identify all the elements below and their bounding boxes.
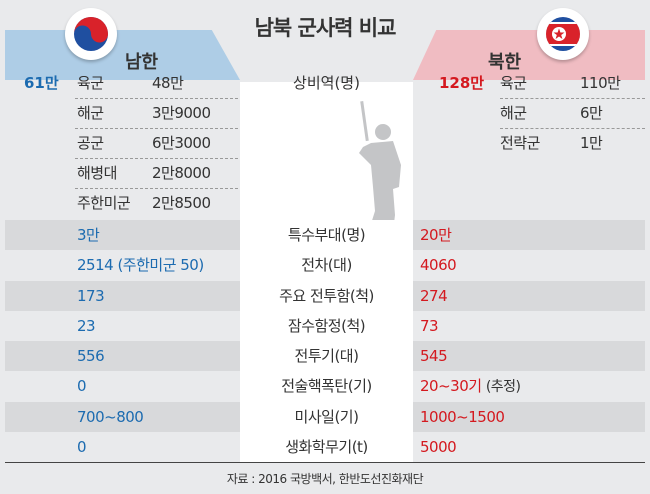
south-value: 0 xyxy=(77,437,87,456)
table-row: 0 생화학무기(t) 5000 xyxy=(5,431,645,462)
category-label: 전투기(대) xyxy=(294,347,359,365)
category-label: 주요 전투함(척) xyxy=(279,286,374,305)
north-value: 20만 xyxy=(420,220,452,250)
dashed-divider xyxy=(500,98,645,99)
north-total: 128만 xyxy=(439,74,485,92)
north-value-text: 20~30기 xyxy=(420,377,482,396)
category-label: 잠수함정(척) xyxy=(287,316,366,335)
table-row: 700~800 미사일(기) 1000~1500 xyxy=(5,401,645,432)
south-branch-value: 48만 xyxy=(152,74,184,92)
south-branch-name: 해병대 xyxy=(77,164,117,182)
dashed-divider xyxy=(500,128,645,129)
south-branch-value: 2만8000 xyxy=(152,164,211,182)
category-label: 전술핵폭탄(기) xyxy=(281,377,372,396)
south-value: 2514 (주한미군 50) xyxy=(77,256,204,275)
north-value: 20~30기 (추정) xyxy=(420,371,521,402)
dashed-divider xyxy=(75,188,238,189)
divider xyxy=(5,462,645,463)
center-cell xyxy=(240,310,413,341)
category-label: 생화학무기(t) xyxy=(285,437,368,456)
table-row: 3만 특수부대(명) 20만 xyxy=(5,220,645,251)
active-duty-label: 상비역(명) xyxy=(293,74,360,92)
north-branch-value: 6만 xyxy=(580,104,603,122)
north-value: 1000~1500 xyxy=(420,402,505,432)
category-label: 전차(대) xyxy=(301,256,352,275)
center-cell xyxy=(240,371,413,402)
north-value: 274 xyxy=(420,281,448,311)
south-label: 남한 xyxy=(125,52,159,73)
south-value: 173 xyxy=(77,286,105,305)
table-row: 173 주요 전투함(척) 274 xyxy=(5,280,645,311)
table-row: 2514 (주한미군 50) 전차(대) 4060 xyxy=(5,250,645,281)
north-value-note: (추정) xyxy=(485,379,521,396)
north-branch-name: 육군 xyxy=(500,74,527,92)
dashed-divider xyxy=(75,128,238,129)
south-branch-name: 육군 xyxy=(77,74,104,92)
north-branch-name: 해군 xyxy=(500,104,527,122)
south-korea-flag-icon xyxy=(65,8,117,60)
north-value-text: 5000 xyxy=(420,437,457,456)
south-value: 700~800 xyxy=(77,407,144,426)
north-value: 4060 xyxy=(420,250,457,280)
category-label: 미사일(기) xyxy=(294,407,359,426)
south-branch-value: 2만8500 xyxy=(152,194,211,212)
center-cell xyxy=(240,401,413,432)
dashed-divider xyxy=(75,98,238,99)
source-note: 자료 : 2016 국방백서, 한반도선진화재단 xyxy=(226,472,424,486)
south-value: 23 xyxy=(77,316,96,335)
north-value: 545 xyxy=(420,341,448,371)
center-cell xyxy=(240,220,413,251)
table-row: 23 잠수함정(척) 73 xyxy=(5,310,645,341)
center-cell xyxy=(240,431,413,462)
north-branch-value: 110만 xyxy=(580,74,621,92)
north-value-text: 274 xyxy=(420,286,448,305)
south-total: 61만 xyxy=(24,74,59,92)
south-header-band xyxy=(5,30,240,80)
north-branch-value: 1만 xyxy=(580,134,603,152)
table-row: 0 전술핵폭탄(기) 20~30기 (추정) xyxy=(5,371,645,402)
north-header-band xyxy=(413,30,645,80)
dashed-divider xyxy=(75,158,238,159)
center-cell xyxy=(240,280,413,311)
south-branch-name: 주한미군 xyxy=(77,194,131,212)
south-branch-value: 3만9000 xyxy=(152,104,211,122)
north-value-text: 1000~1500 xyxy=(420,407,505,426)
center-cell xyxy=(240,250,413,281)
category-label: 특수부대(명) xyxy=(287,226,366,244)
north-korea-flag-icon xyxy=(537,8,589,60)
north-value: 73 xyxy=(420,311,439,341)
north-value-text: 20만 xyxy=(420,226,452,244)
north-label: 북한 xyxy=(488,52,522,73)
north-value-text: 545 xyxy=(420,347,448,365)
north-value-text: 4060 xyxy=(420,256,457,275)
south-branch-name: 공군 xyxy=(77,134,104,152)
south-value: 0 xyxy=(77,377,87,396)
south-value: 3만 xyxy=(77,226,100,244)
north-value: 5000 xyxy=(420,432,457,462)
south-value: 556 xyxy=(77,347,105,365)
south-branch-value: 6만3000 xyxy=(152,134,211,152)
north-branch-name: 전략군 xyxy=(500,134,540,152)
table-row: 556 전투기(대) 545 xyxy=(5,341,645,372)
center-cell xyxy=(240,341,413,372)
south-branch-name: 해군 xyxy=(77,104,104,122)
north-value-text: 73 xyxy=(420,316,439,335)
page-title: 남북 군사력 비교 xyxy=(254,16,397,40)
